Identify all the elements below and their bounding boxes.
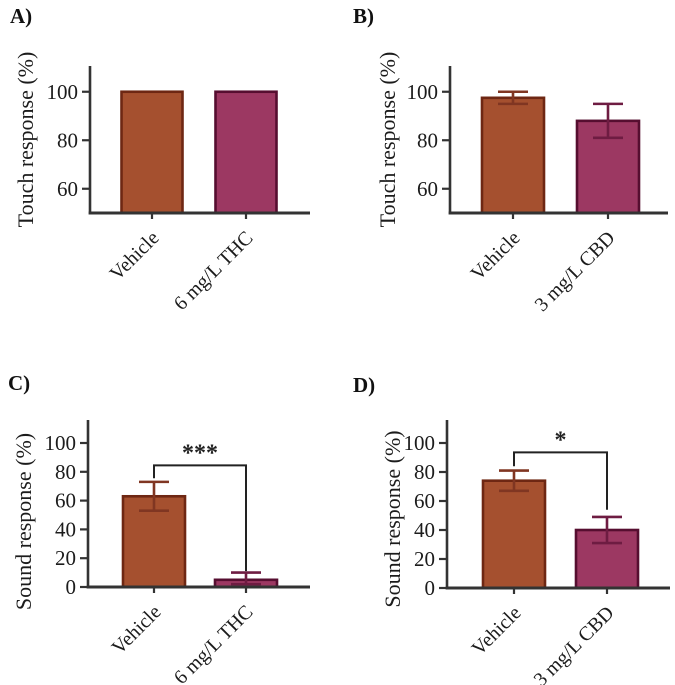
- y-tick-label: 80: [417, 128, 438, 152]
- y-tick-label: 40: [414, 518, 435, 542]
- x-category-label: 3 mg/L CBD: [530, 602, 619, 685]
- y-tick-label: 100: [404, 431, 436, 455]
- y-tick-label: 20: [55, 546, 76, 570]
- y-tick-label: 80: [55, 460, 76, 484]
- y-axis-title: Touch response (%): [13, 52, 38, 228]
- panel-a-label: A): [10, 4, 33, 28]
- panel-d: D) 0 20 40 60 80 100 Vehicle 3 mg/L CBD Sound re…: [337, 345, 675, 685]
- y-tick-label: 100: [47, 80, 79, 104]
- panel-c-chart: 0 20 40 60 80 100 Vehicle 6 mg/L THC Sound respo…: [11, 420, 310, 685]
- y-tick-label: 0: [425, 576, 436, 600]
- bar-vehicle: [481, 479, 547, 590]
- bar-vehicle: [120, 90, 184, 215]
- panel-b: B) 60 80 100 Vehicle 3 mg/L CBD Touch respons…: [337, 0, 675, 345]
- x-category-label: Vehicle: [467, 227, 525, 285]
- significance-bracket: [153, 464, 247, 572]
- y-tick-label: 100: [45, 431, 77, 455]
- y-axis-title: Sound response (%): [11, 433, 36, 610]
- x-category-label: 3 mg/L CBD: [531, 227, 620, 316]
- panel-a: A) 60 80 100 Vehicle 6 mg/L THC Touch respons…: [0, 0, 337, 345]
- bar-vehicle: [480, 96, 546, 215]
- panel-c: C) 0 20 40 60 80 100 Vehicle 6 mg/L THC Sound re…: [0, 345, 337, 685]
- significance-label: *: [555, 427, 567, 453]
- x-category-label: 6 mg/L THC: [170, 601, 258, 685]
- y-tick-label: 80: [57, 128, 78, 152]
- x-category-label: Vehicle: [468, 602, 526, 660]
- panel-b-chart: 60 80 100 Vehicle 3 mg/L CBD Touch response (…: [375, 52, 668, 316]
- panel-a-chart: 60 80 100 Vehicle 6 mg/L THC Touch response (…: [13, 52, 310, 315]
- y-tick-label: 60: [57, 177, 78, 201]
- panel-b-label: B): [353, 4, 374, 28]
- panel-d-chart: 0 20 40 60 80 100 Vehicle 3 mg/L CBD Sound respo…: [380, 420, 670, 685]
- y-axis-title: Touch response (%): [375, 52, 400, 228]
- y-tick-label: 100: [407, 80, 439, 104]
- significance-bracket: [513, 451, 608, 510]
- y-tick-label: 80: [414, 460, 435, 484]
- significance-label: ***: [182, 440, 218, 466]
- y-tick-label: 40: [55, 517, 76, 541]
- x-category-label: Vehicle: [108, 601, 166, 659]
- x-category-label: 6 mg/L THC: [170, 227, 258, 315]
- panel-c-label: C): [8, 371, 31, 395]
- y-tick-label: 20: [414, 547, 435, 571]
- y-tick-label: 60: [414, 489, 435, 513]
- bar-6-mg-l-thc: [214, 90, 278, 215]
- x-category-label: Vehicle: [106, 227, 164, 285]
- panel-d-label: D): [353, 373, 376, 397]
- y-axis-title: Sound response (%): [380, 430, 405, 607]
- y-tick-label: 60: [417, 177, 438, 201]
- y-tick-label: 60: [55, 489, 76, 513]
- y-tick-label: 0: [66, 575, 77, 599]
